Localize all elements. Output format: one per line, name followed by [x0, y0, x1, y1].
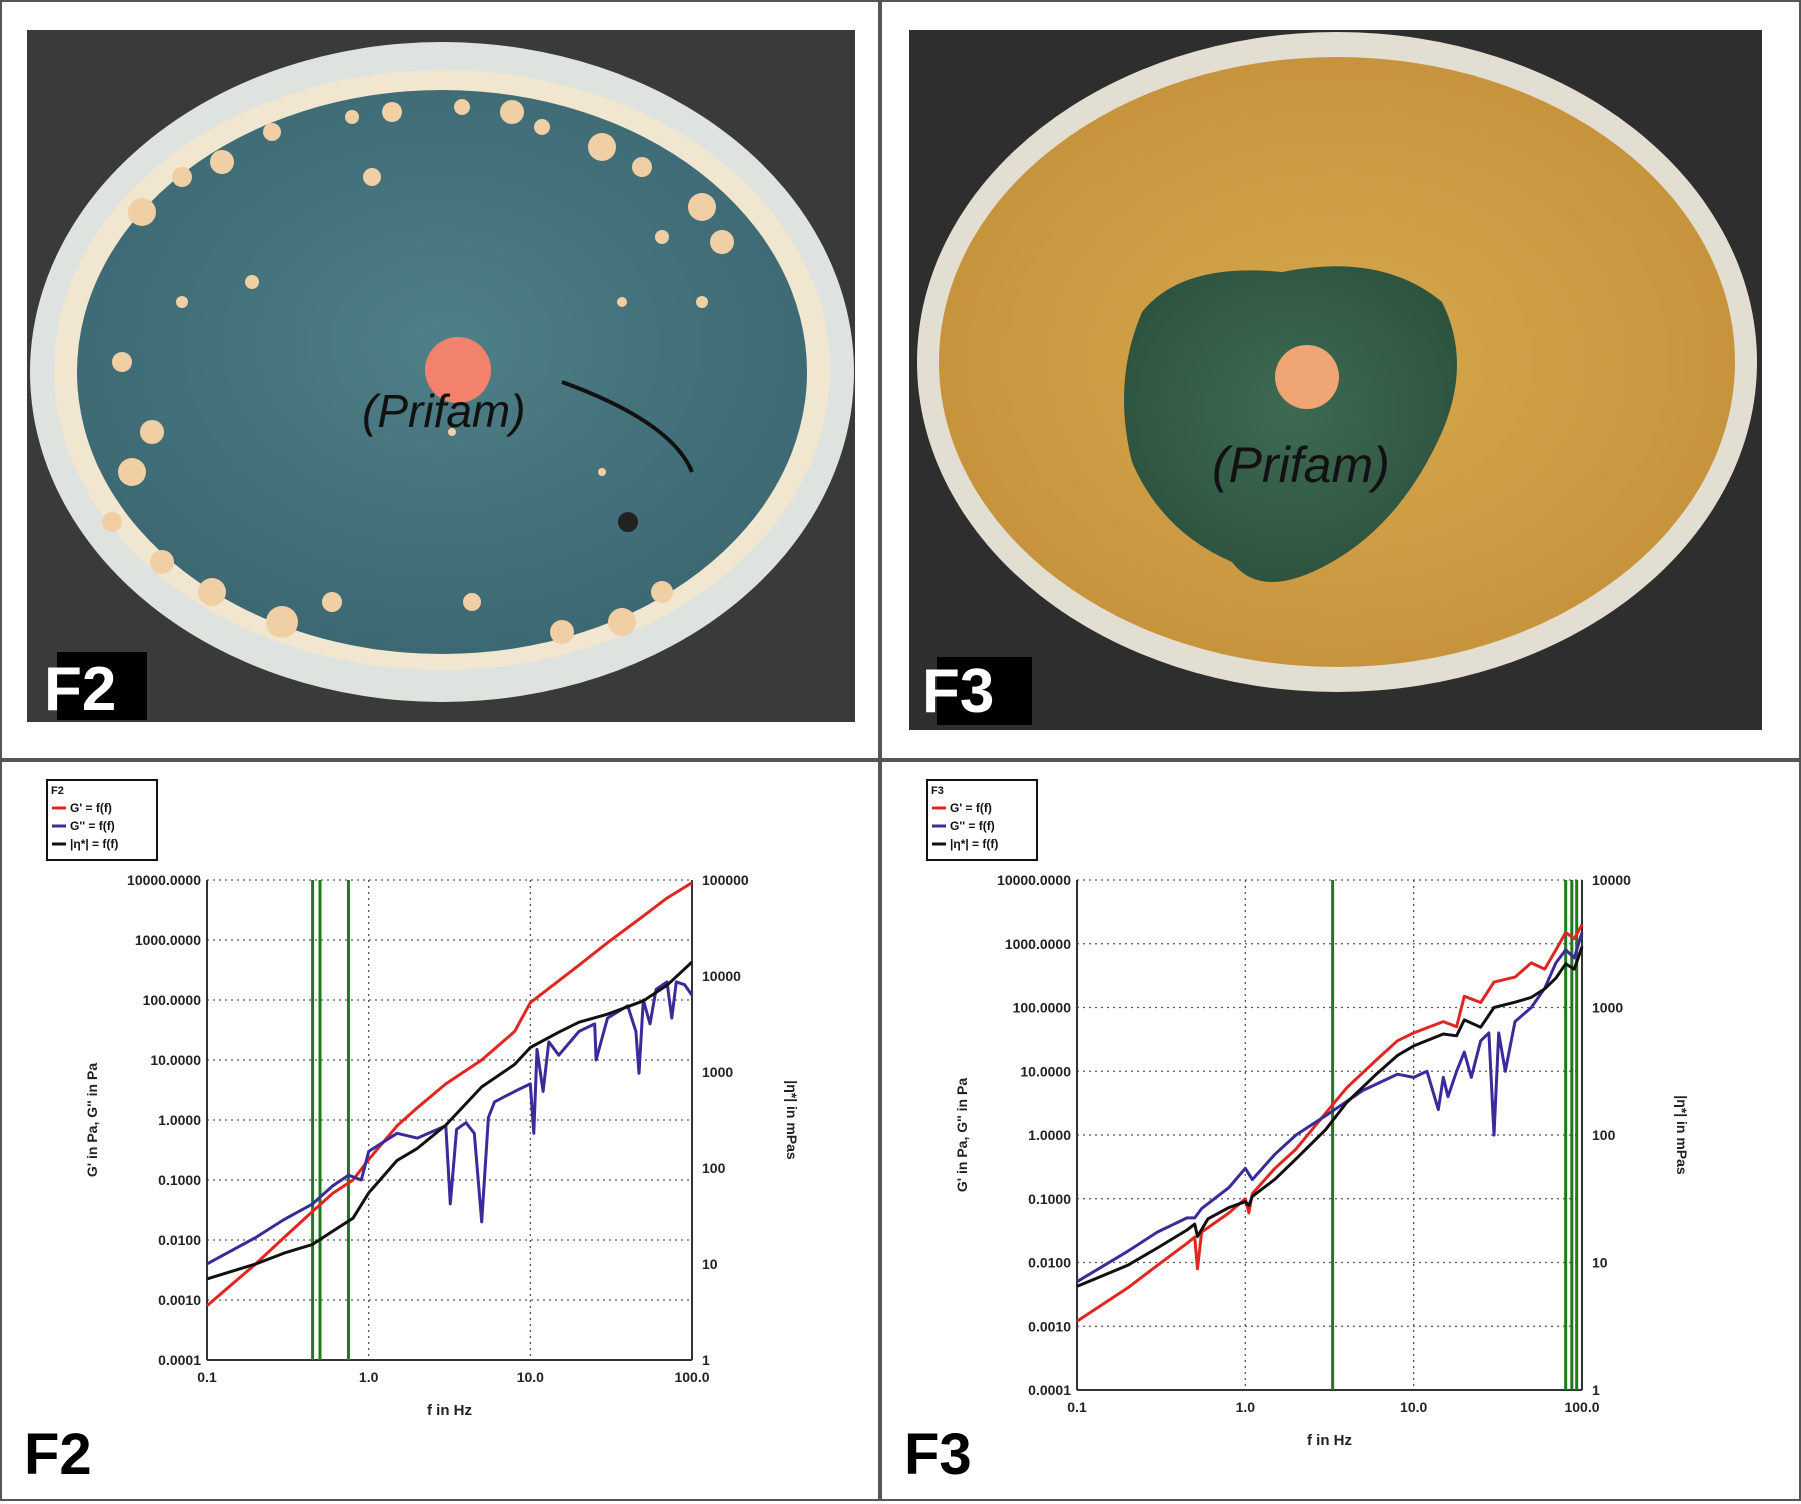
series-line-2	[1076, 946, 1584, 1288]
y-tick-label: 10000.0000	[127, 872, 201, 888]
chart-legend: F2 G' = f(f) G'' = f(f) |η*| = f(f)	[46, 779, 158, 861]
y-tick-label: 0.0001	[1028, 1382, 1071, 1398]
panel-bottom-left: 0.0001 0.0010 0.0100 0.1000 1.0000 10.0000 100…	[0, 760, 880, 1501]
x-tick-label: 10.0	[1400, 1399, 1427, 1415]
y-tick-label: 10.0000	[1020, 1063, 1071, 1079]
y-tick-label: 100.0000	[1013, 1000, 1072, 1016]
antibiotic-disc	[1275, 345, 1339, 409]
legend-box	[46, 779, 158, 861]
y2-tick-label: 1	[1592, 1382, 1600, 1398]
series-line-1	[1076, 932, 1584, 1283]
x-tick-label: 100.0	[1564, 1399, 1599, 1415]
y-tick-label: 0.1000	[158, 1172, 201, 1188]
y-tick-label: 1.0000	[1028, 1127, 1071, 1143]
legend-entry: G'' = f(f)	[950, 819, 995, 833]
legend-entry: G' = f(f)	[950, 801, 992, 815]
dark-spot	[618, 512, 638, 532]
y2-tick-label: 1	[702, 1352, 710, 1368]
y2-tick-label: 10	[702, 1256, 718, 1272]
panel-bottom-right: 0.0001 0.0010 0.0100 0.1000 1.0000 10.0000 100…	[880, 760, 1801, 1501]
x-tick-label: 100.0	[674, 1369, 709, 1385]
y2-tick-label: 10	[1592, 1255, 1608, 1271]
petri-dish-photo-f2: (Prifam) F2	[27, 30, 855, 724]
x-tick-label: 0.1	[1067, 1399, 1087, 1415]
legend-title: F2	[51, 785, 64, 797]
y2-tick-label: 10000	[702, 968, 741, 984]
y-tick-label: 1.0000	[158, 1112, 201, 1128]
y-tick-label: 10.0000	[150, 1052, 201, 1068]
legend-box	[926, 779, 1038, 861]
rheology-chart-f2: 0.00010.00100.01000.10001.000010.0000100…	[24, 779, 800, 1487]
panel-label-chart: F2	[24, 1422, 92, 1487]
x-tick-label: 0.1	[197, 1369, 217, 1385]
panel-top-right: (Prifam) F3	[880, 0, 1801, 760]
series-line-0	[206, 881, 693, 1307]
series-line-2	[206, 960, 694, 1281]
x-axis-label: f in Hz	[1307, 1432, 1352, 1449]
legend-entry: |η*| = f(f)	[950, 837, 998, 851]
series-line-0	[1076, 923, 1584, 1323]
plate-handwriting: (Prifam)	[1212, 437, 1390, 493]
rheology-chart-f3: 0.00010.00100.01000.10001.000010.0000100…	[904, 779, 1690, 1487]
panel-label-f2-photo: F2	[44, 655, 116, 724]
y-tick-label: 0.0010	[158, 1292, 201, 1308]
inhibition-zone	[1124, 266, 1457, 582]
x-tick-label: 1.0	[1236, 1399, 1256, 1415]
series-line-1	[206, 980, 694, 1266]
legend-title: F3	[931, 785, 944, 797]
panel-label-f3-photo: F3	[922, 657, 994, 726]
y-tick-label: 10000.0000	[997, 872, 1071, 888]
y-tick-label: 0.0100	[158, 1232, 201, 1248]
y2-tick-label: 100	[702, 1160, 726, 1176]
x-tick-label: 10.0	[517, 1369, 544, 1385]
y-tick-label: 0.0010	[1028, 1318, 1071, 1334]
chart-grid	[1076, 879, 1583, 1391]
y-axis-label: G' in Pa, G'' in Pa	[84, 1063, 100, 1177]
chart-legend: F3 G' = f(f) G'' = f(f) |η*| = f(f)	[926, 779, 1038, 861]
antibiotic-disc	[425, 337, 491, 403]
y-tick-label: 0.1000	[1028, 1191, 1071, 1207]
y-tick-label: 1000.0000	[1005, 936, 1071, 952]
legend-entry: G' = f(f)	[70, 801, 112, 815]
y-tick-label: 100.0000	[143, 992, 202, 1008]
y2-tick-label: 10000	[1592, 872, 1631, 888]
y-tick-label: 0.0001	[158, 1352, 201, 1368]
y-tick-label: 1000.0000	[135, 932, 201, 948]
y2-tick-label: 1000	[1592, 1000, 1623, 1016]
x-tick-label: 1.0	[359, 1369, 379, 1385]
x-axis-label: f in Hz	[427, 1402, 472, 1419]
y2-axis-label: |η*| in mPas	[784, 1080, 800, 1160]
y-axis-label: G' in Pa, G'' in Pa	[954, 1078, 970, 1192]
y2-tick-label: 100	[1592, 1127, 1616, 1143]
panel-label-chart: F3	[904, 1422, 972, 1487]
y2-tick-label: 100000	[702, 872, 749, 888]
panel-top-left: (Prifam) F2	[0, 0, 880, 760]
legend-entry: |η*| = f(f)	[70, 837, 118, 851]
y2-axis-label: |η*| in mPas	[1674, 1095, 1690, 1175]
y2-tick-label: 1000	[702, 1064, 733, 1080]
y-tick-label: 0.0100	[1028, 1255, 1071, 1271]
plate-handwriting: (Prifam)	[362, 385, 526, 437]
petri-dish-photo-f3: (Prifam) F3	[909, 30, 1762, 730]
legend-entry: G'' = f(f)	[70, 819, 115, 833]
bacterial-colonies	[102, 99, 734, 644]
